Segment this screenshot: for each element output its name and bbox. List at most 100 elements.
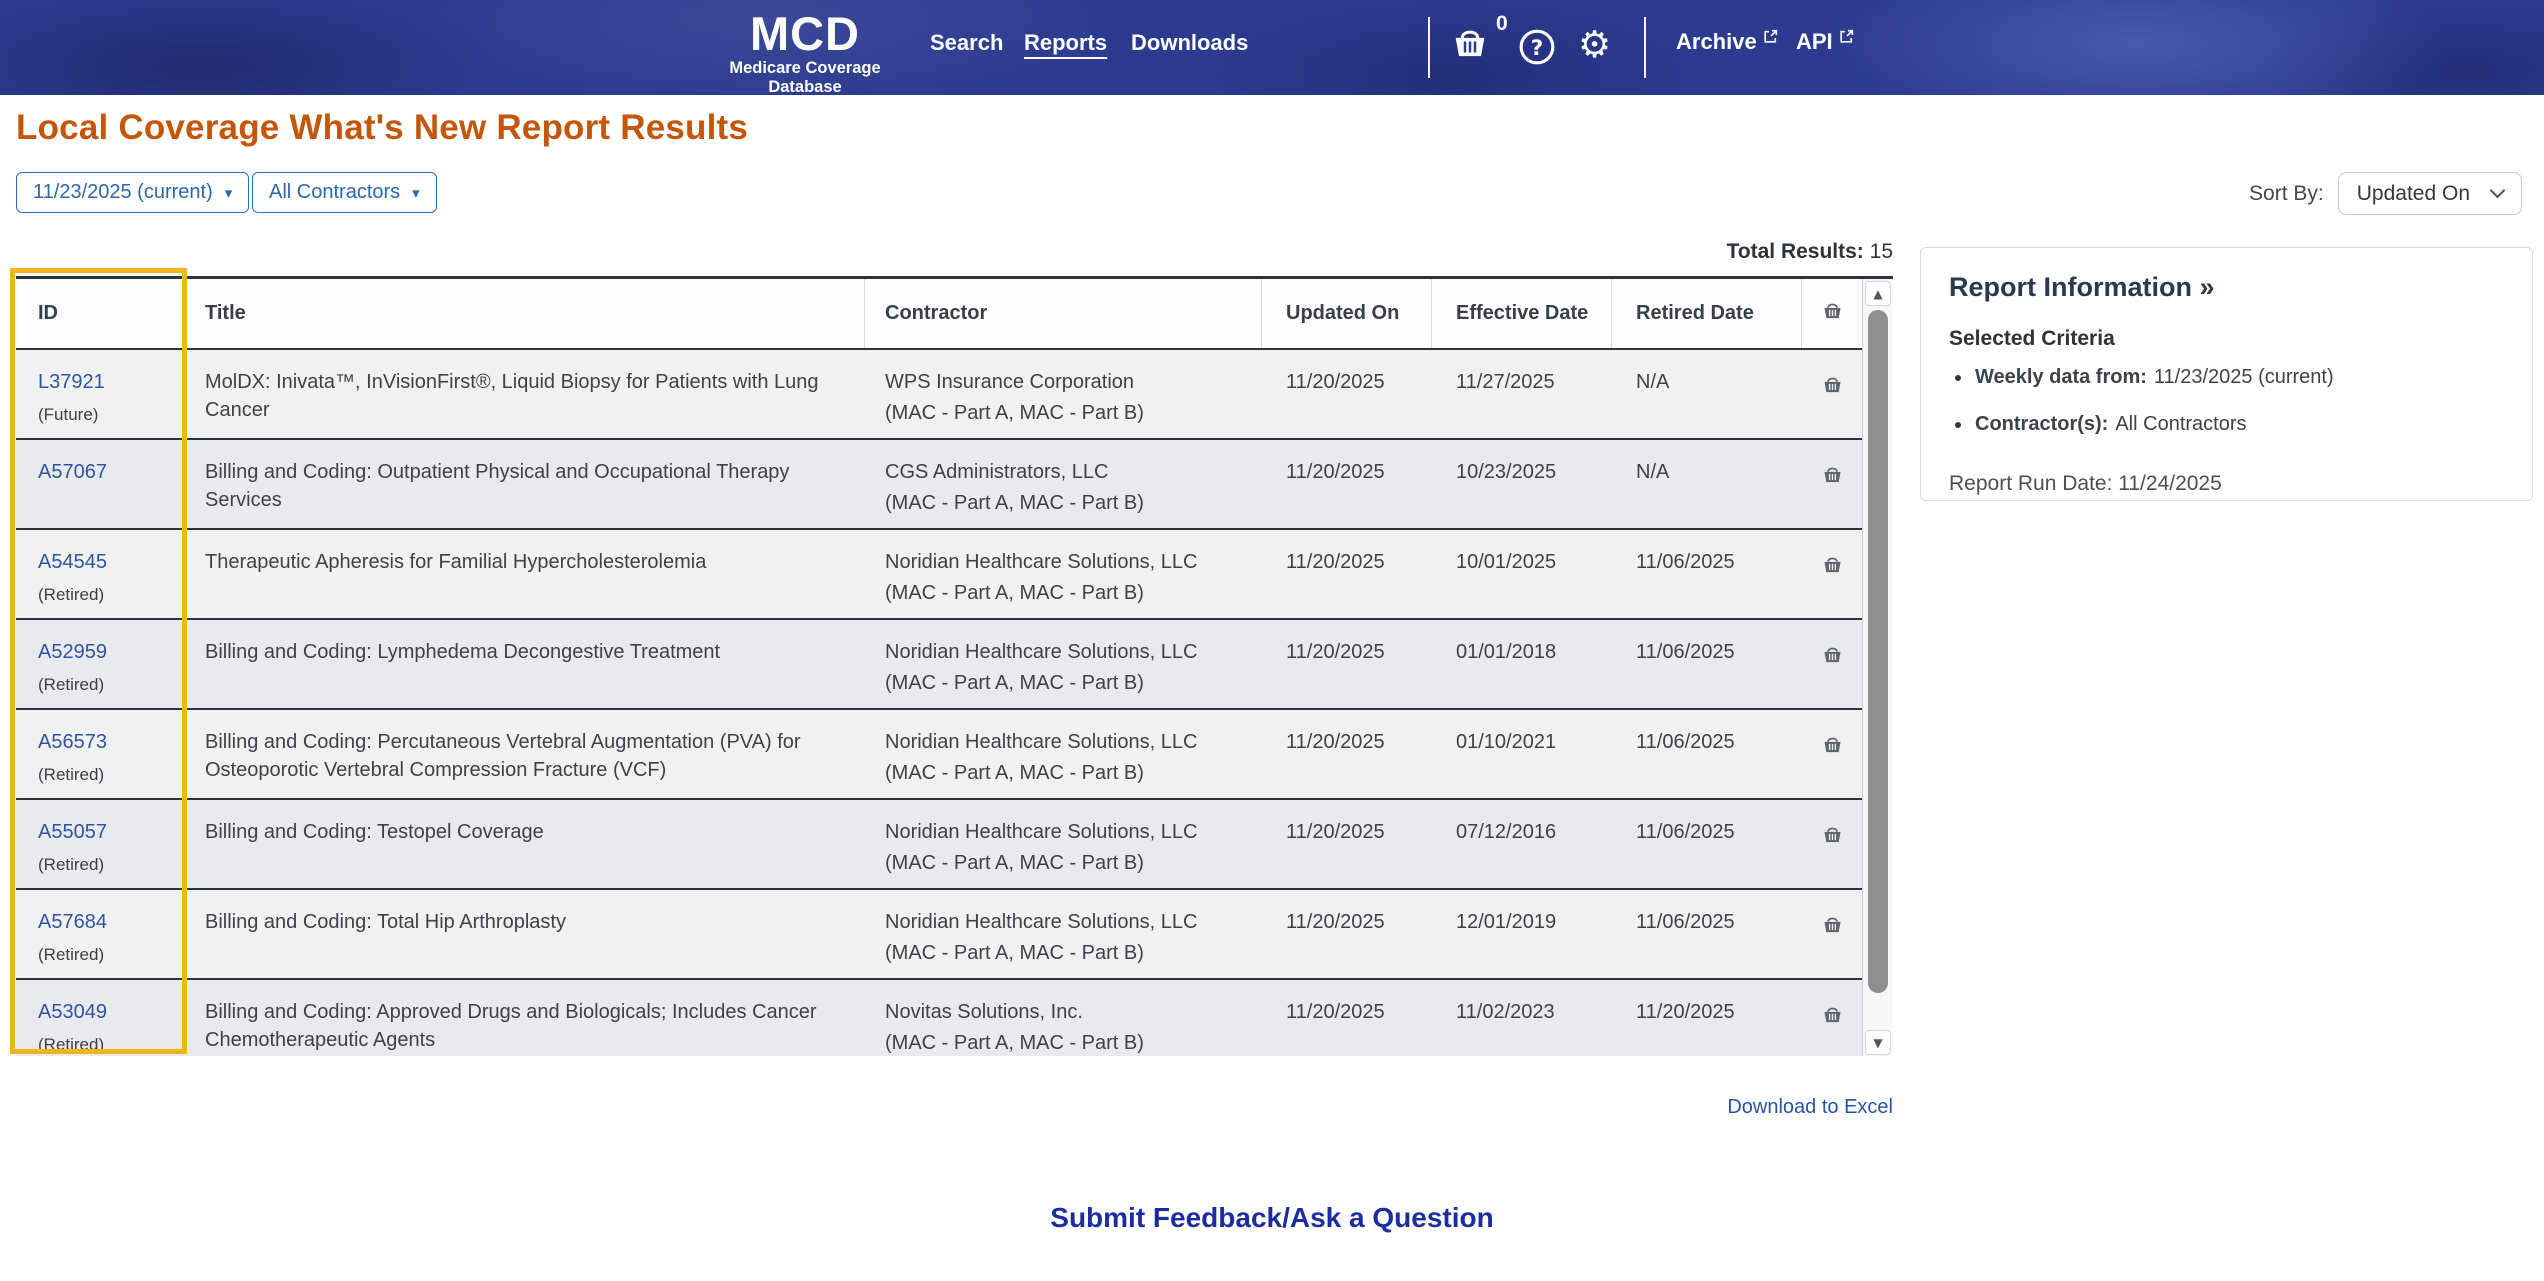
col-header-updated: Updated On bbox=[1262, 279, 1432, 348]
contractor-type: (MAC - Part A, MAC - Part B) bbox=[885, 942, 1144, 964]
add-to-basket-button[interactable] bbox=[1821, 1004, 1844, 1056]
document-status: (Future) bbox=[38, 405, 99, 424]
document-id-link[interactable]: A57067 bbox=[38, 461, 107, 483]
id-cell: A55057 (Retired) bbox=[16, 800, 183, 888]
table-row: A54545 (Retired) Therapeutic Apheresis f… bbox=[16, 530, 1862, 620]
table-row: A55057 (Retired) Billing and Coding: Tes… bbox=[16, 800, 1862, 890]
retired-date-cell: N/A bbox=[1636, 461, 1670, 483]
help-button[interactable]: ? bbox=[1518, 28, 1556, 69]
add-to-basket-button[interactable] bbox=[1821, 554, 1844, 618]
nav-link-downloads[interactable]: Downloads bbox=[1131, 30, 1249, 55]
settings-button[interactable]: ⚙ bbox=[1578, 26, 1611, 63]
document-id-link[interactable]: A55057 bbox=[38, 821, 107, 843]
basket-button[interactable] bbox=[1450, 24, 1490, 64]
retired-date-cell: 11/06/2025 bbox=[1636, 641, 1735, 663]
add-to-basket-button[interactable] bbox=[1821, 374, 1844, 438]
sort-by-group: Sort By: Updated On bbox=[2249, 172, 2522, 215]
contractor-name: CGS Administrators, LLC bbox=[885, 461, 1109, 483]
document-id-link[interactable]: A57684 bbox=[38, 911, 107, 933]
contractor-name: Novitas Solutions, Inc. bbox=[885, 1001, 1083, 1023]
document-status: (Retired) bbox=[38, 855, 105, 874]
col-header-id: ID bbox=[16, 279, 183, 348]
document-title-cell: Billing and Coding: Percutaneous Vertebr… bbox=[205, 731, 801, 781]
add-to-basket-button[interactable] bbox=[1821, 644, 1844, 708]
updated-on-cell: 11/20/2025 bbox=[1286, 911, 1385, 933]
caret-down-icon: ▾ bbox=[224, 184, 233, 202]
contractor-name: Noridian Healthcare Solutions, LLC bbox=[885, 551, 1198, 573]
document-title-cell: Therapeutic Apheresis for Familial Hyper… bbox=[205, 551, 707, 573]
document-id-link[interactable]: A52959 bbox=[38, 641, 107, 663]
contractor-type: (MAC - Part A, MAC - Part B) bbox=[885, 402, 1144, 424]
contractor-cell: Noridian Healthcare Solutions, LLC (MAC … bbox=[865, 710, 1262, 798]
contractor-type: (MAC - Part A, MAC - Part B) bbox=[885, 672, 1144, 694]
document-id-link[interactable]: A53049 bbox=[38, 1001, 107, 1023]
scroll-down-button[interactable]: ▼ bbox=[1865, 1030, 1891, 1055]
document-id-link[interactable]: L37921 bbox=[38, 371, 105, 393]
nav-link-reports[interactable]: Reports bbox=[1024, 30, 1108, 55]
contractor-filter-dropdown[interactable]: All Contractors ▾ bbox=[252, 172, 437, 213]
document-title-cell: MolDX: Inivata™, InVisionFirst®, Liquid … bbox=[205, 371, 819, 421]
updated-on-cell: 11/20/2025 bbox=[1286, 821, 1385, 843]
document-status: (Retired) bbox=[38, 585, 105, 604]
effective-date-cell: 10/01/2025 bbox=[1456, 551, 1557, 573]
effective-date-cell: 07/12/2016 bbox=[1456, 821, 1557, 843]
criteria-value: 11/23/2025 (current) bbox=[2153, 366, 2334, 388]
updated-on-cell: 11/20/2025 bbox=[1286, 461, 1385, 483]
report-information-title[interactable]: Report Information » bbox=[1949, 272, 2215, 302]
week-filter-dropdown[interactable]: 11/23/2025 (current) ▾ bbox=[16, 172, 250, 213]
updated-on-cell: 11/20/2025 bbox=[1286, 371, 1385, 393]
col-header-basket bbox=[1802, 279, 1862, 348]
retired-date-cell: 11/06/2025 bbox=[1636, 551, 1735, 573]
mcd-logo[interactable]: MCD Medicare Coverage Database bbox=[700, 9, 910, 97]
external-link-icon bbox=[1838, 25, 1855, 55]
add-to-basket-button[interactable] bbox=[1821, 464, 1844, 528]
report-run-date: Report Run Date: 11/24/2025 bbox=[1949, 472, 2222, 495]
col-header-effective: Effective Date bbox=[1432, 279, 1612, 348]
document-title-cell: Billing and Coding: Testopel Coverage bbox=[205, 821, 544, 843]
id-cell: A56573 (Retired) bbox=[16, 710, 183, 798]
add-to-basket-button[interactable] bbox=[1821, 824, 1844, 888]
updated-on-cell: 11/20/2025 bbox=[1286, 641, 1385, 663]
document-id-link[interactable]: A56573 bbox=[38, 731, 107, 753]
id-cell: A52959 (Retired) bbox=[16, 620, 183, 708]
document-title-cell: Billing and Coding: Total Hip Arthroplas… bbox=[205, 911, 566, 933]
retired-date-cell: N/A bbox=[1636, 371, 1670, 393]
contractor-type: (MAC - Part A, MAC - Part B) bbox=[885, 492, 1144, 514]
contractor-cell: Noridian Healthcare Solutions, LLC (MAC … bbox=[865, 620, 1262, 708]
updated-on-cell: 11/20/2025 bbox=[1286, 731, 1385, 753]
download-to-excel-link[interactable]: Download to Excel bbox=[1727, 1096, 1893, 1118]
document-status: (Retired) bbox=[38, 765, 105, 784]
archive-label: Archive bbox=[1676, 29, 1757, 54]
effective-date-cell: 01/01/2018 bbox=[1456, 641, 1557, 663]
contractor-type: (MAC - Part A, MAC - Part B) bbox=[885, 582, 1144, 604]
updated-on-cell: 11/20/2025 bbox=[1286, 1001, 1385, 1023]
logo-title: MCD bbox=[749, 7, 861, 60]
document-id-link[interactable]: A54545 bbox=[38, 551, 107, 573]
contractor-name: Noridian Healthcare Solutions, LLC bbox=[885, 641, 1198, 663]
effective-date-cell: 11/27/2025 bbox=[1456, 371, 1555, 393]
sort-by-select[interactable]: Updated On bbox=[2337, 172, 2522, 215]
nav-link-api[interactable]: API bbox=[1796, 29, 1855, 55]
table-scrollbar[interactable]: ▲ ▼ bbox=[1862, 279, 1893, 1056]
bullet-icon bbox=[1955, 375, 1961, 381]
scroll-up-button[interactable]: ▲ bbox=[1865, 281, 1891, 306]
chevron-down-icon bbox=[2489, 182, 2506, 199]
submit-feedback-link[interactable]: Submit Feedback/Ask a Question bbox=[1050, 1202, 1494, 1233]
add-to-basket-button[interactable] bbox=[1821, 734, 1844, 798]
contractor-type: (MAC - Part A, MAC - Part B) bbox=[885, 852, 1144, 874]
basket-icon bbox=[1450, 30, 1490, 64]
results-table: ID Title Contractor Updated On Effective… bbox=[16, 276, 1893, 1056]
svg-text:?: ? bbox=[1531, 36, 1543, 61]
contractor-cell: Noridian Healthcare Solutions, LLC (MAC … bbox=[865, 890, 1262, 978]
basket-count-badge: 0 bbox=[1496, 12, 1508, 35]
id-cell: A57684 (Retired) bbox=[16, 890, 183, 978]
contractor-name: Noridian Healthcare Solutions, LLC bbox=[885, 821, 1198, 843]
nav-divider bbox=[1428, 17, 1430, 78]
nav-link-archive[interactable]: Archive bbox=[1676, 29, 1779, 55]
add-to-basket-button[interactable] bbox=[1821, 914, 1844, 978]
scrollbar-thumb[interactable] bbox=[1868, 310, 1888, 993]
week-filter-value: 11/23/2025 (current) bbox=[33, 181, 213, 203]
nav-link-search[interactable]: Search bbox=[930, 30, 1004, 55]
id-cell: L37921 (Future) bbox=[16, 350, 183, 438]
retired-date-cell: 11/20/2025 bbox=[1636, 1001, 1735, 1023]
